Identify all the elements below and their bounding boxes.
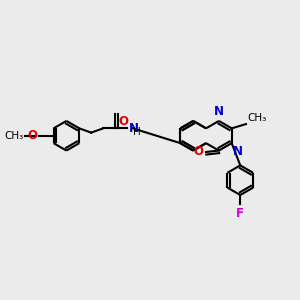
Text: O: O xyxy=(28,129,38,142)
Text: CH₃: CH₃ xyxy=(4,131,23,141)
Text: N: N xyxy=(233,145,243,158)
Text: F: F xyxy=(236,207,244,220)
Text: O: O xyxy=(118,115,129,128)
Text: CH₃: CH₃ xyxy=(247,113,266,124)
Text: O: O xyxy=(194,145,204,158)
Text: H: H xyxy=(134,127,141,137)
Text: N: N xyxy=(128,122,139,135)
Text: N: N xyxy=(214,105,224,118)
